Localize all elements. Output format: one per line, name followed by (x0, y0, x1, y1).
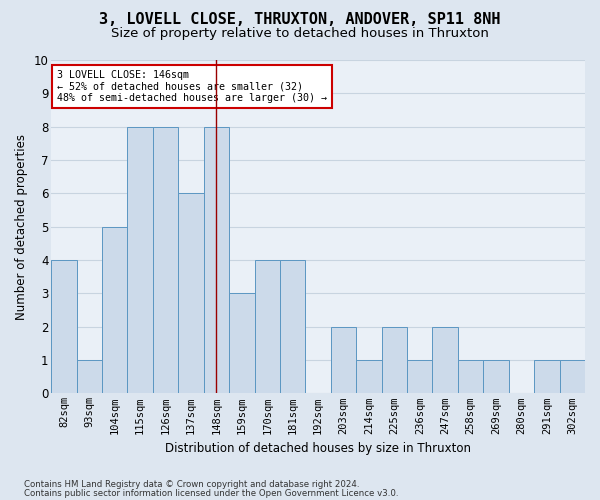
Text: 3 LOVELL CLOSE: 146sqm
← 52% of detached houses are smaller (32)
48% of semi-det: 3 LOVELL CLOSE: 146sqm ← 52% of detached… (56, 70, 326, 103)
Bar (280, 260, 305, 394)
Text: Contains HM Land Registry data © Crown copyright and database right 2024.: Contains HM Land Registry data © Crown c… (24, 480, 359, 489)
Bar (229, 294, 254, 394)
Text: Contains public sector information licensed under the Open Government Licence v3: Contains public sector information licen… (24, 489, 398, 498)
Bar (51, 260, 77, 394)
Bar (356, 360, 382, 394)
Bar (560, 360, 585, 394)
Y-axis label: Number of detached properties: Number of detached properties (15, 134, 28, 320)
Bar (178, 194, 204, 394)
Bar (102, 226, 127, 394)
Bar (484, 360, 509, 394)
Text: Size of property relative to detached houses in Thruxton: Size of property relative to detached ho… (111, 28, 489, 40)
Bar (331, 326, 356, 394)
Bar (77, 360, 102, 394)
Bar (204, 126, 229, 394)
Bar (534, 360, 560, 394)
Bar (127, 126, 153, 394)
Bar (407, 360, 433, 394)
Bar (382, 326, 407, 394)
Text: 3, LOVELL CLOSE, THRUXTON, ANDOVER, SP11 8NH: 3, LOVELL CLOSE, THRUXTON, ANDOVER, SP11… (99, 12, 501, 28)
Bar (433, 326, 458, 394)
Bar (153, 126, 178, 394)
X-axis label: Distribution of detached houses by size in Thruxton: Distribution of detached houses by size … (165, 442, 471, 455)
Bar (254, 260, 280, 394)
Bar (458, 360, 484, 394)
